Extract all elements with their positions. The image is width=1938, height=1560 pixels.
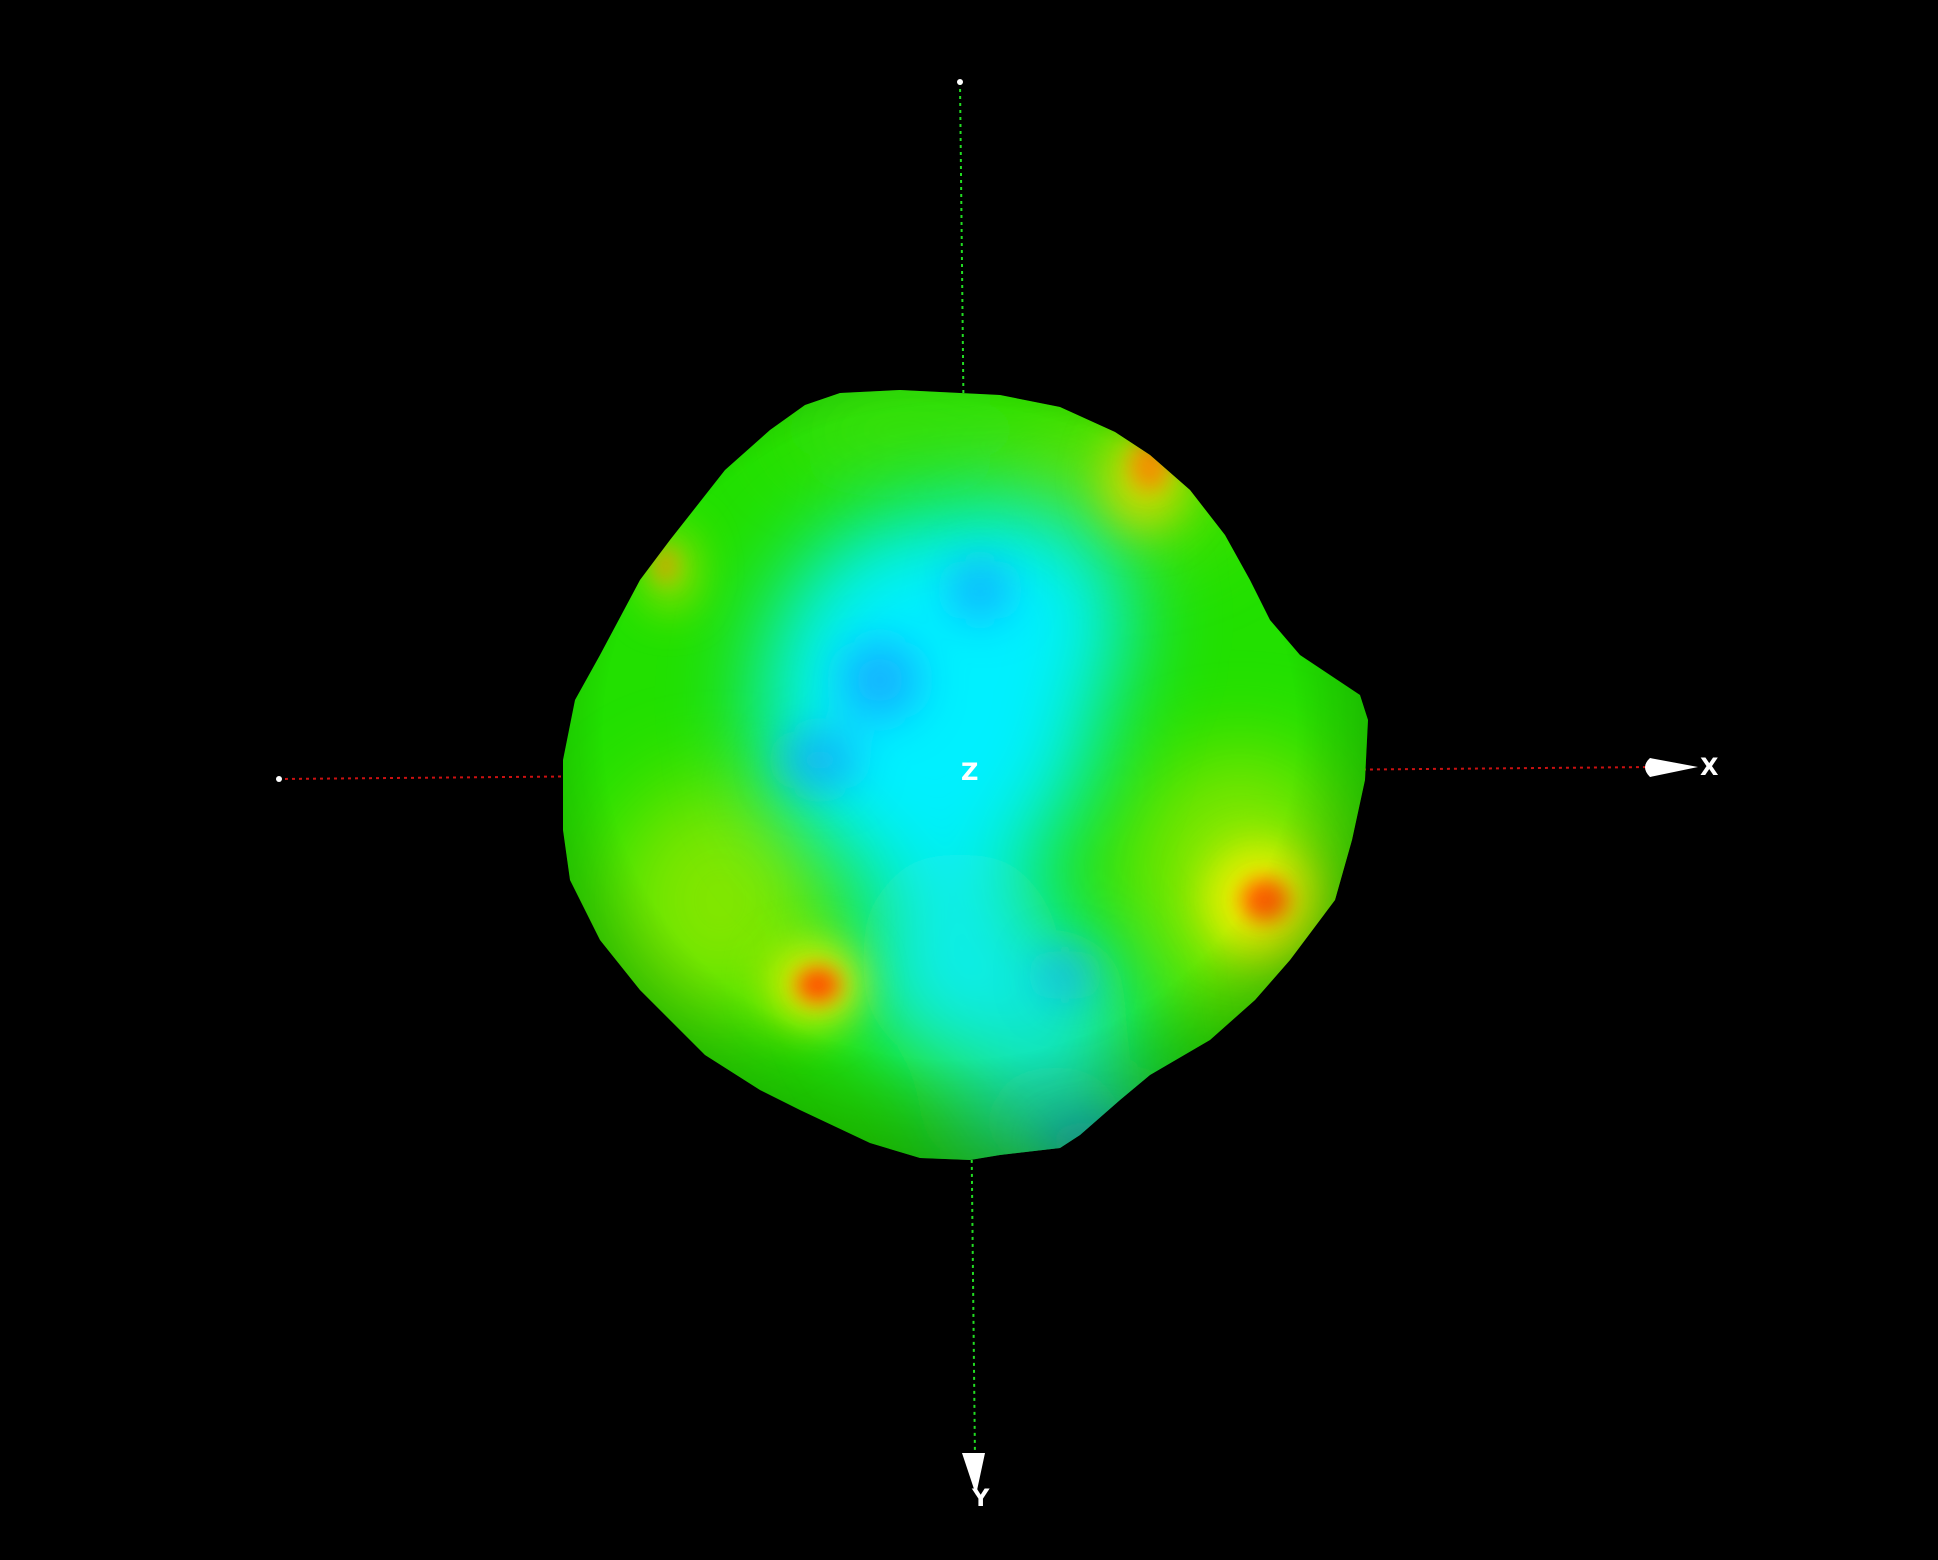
color-mapped-sphere[interactable] [500,350,1400,1200]
x-axis-label: X [1700,753,1719,781]
x-axis-arrow-icon [1645,758,1698,777]
x-axis-origin-dot [276,776,282,782]
y-axis-arrow-icon [962,1453,985,1495]
z-axis: Z [961,758,978,786]
z-axis-label: Z [961,758,978,786]
y-axis: Y [957,79,990,1512]
y-axis-top-dot [957,79,963,85]
y-axis-label: Y [971,1484,990,1512]
